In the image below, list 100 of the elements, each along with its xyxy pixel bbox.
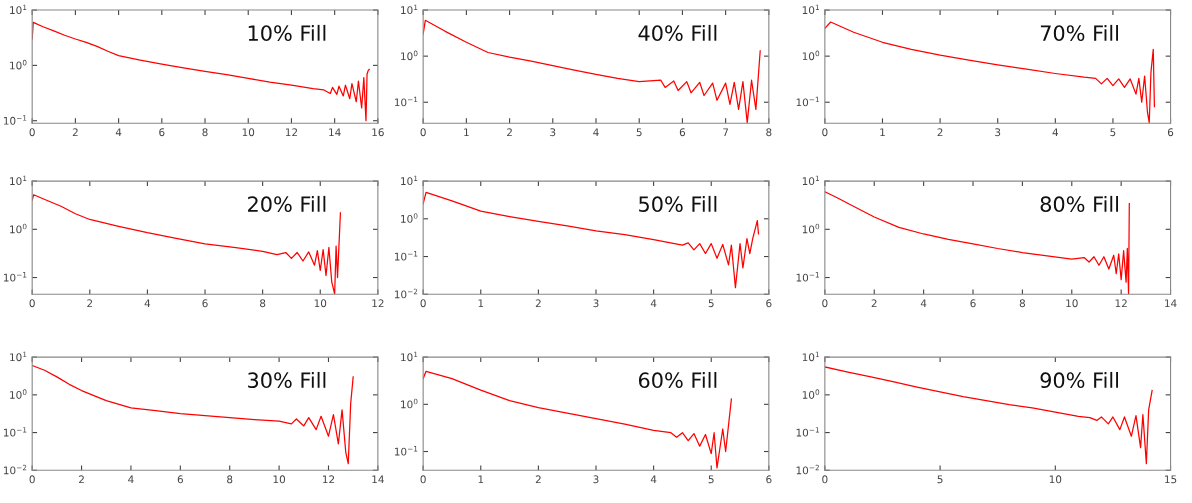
- x-tick-label: 10: [314, 299, 327, 308]
- y-tick-label: 10$^{−1}$: [394, 251, 418, 261]
- y-tick-label: 10$^{−2}$: [394, 288, 418, 299]
- y-tick-label: 10$^{1}$: [10, 4, 27, 15]
- x-tick-label: 6: [159, 128, 165, 137]
- x-tick-label: 14: [329, 128, 341, 137]
- x-tick-label: 4: [650, 299, 657, 308]
- x-tick-label: 1: [478, 475, 484, 484]
- x-tick-label: 7: [723, 128, 729, 137]
- y-tick-label: 10$^{−1}$: [3, 115, 27, 125]
- y-tick-label: 10$^{0}$: [10, 223, 27, 234]
- x-tick-label: 0: [420, 299, 426, 308]
- y-tick-label: 10$^{1}$: [802, 175, 819, 186]
- x-tick-label: 2: [937, 128, 943, 137]
- x-tick-label: 4: [593, 128, 599, 137]
- x-tick-label: 6: [970, 299, 976, 308]
- x-tick-label: 14: [1165, 299, 1177, 308]
- x-tick-label: 12: [323, 475, 335, 484]
- x-tick-label: 3: [593, 475, 599, 484]
- line-series: [32, 194, 342, 295]
- y-tick-label: 10$^{1}$: [401, 351, 418, 362]
- x-tick-label: 3: [593, 299, 599, 308]
- y-tick-label: 10$^{1}$: [10, 351, 27, 362]
- x-tick-label: 6: [177, 475, 183, 484]
- x-tick-label: 0: [822, 299, 828, 308]
- line-series: [824, 21, 1156, 124]
- x-tick-label: 0: [822, 128, 828, 137]
- x-tick-label: 1: [880, 128, 885, 137]
- x-tick-label: 4: [128, 475, 134, 484]
- x-tick-label: 2: [507, 128, 512, 137]
- x-tick-label: 5: [1110, 128, 1116, 137]
- annotation: 60% Fill: [638, 371, 717, 389]
- x-tick-label: 1: [464, 128, 469, 137]
- x-tick-label: 3: [550, 128, 556, 137]
- x-tick-label: 5: [937, 475, 943, 484]
- x-tick-label: 10: [273, 475, 286, 484]
- x-tick-label: 1: [478, 299, 484, 308]
- y-tick-label: 10$^{−2}$: [3, 464, 27, 475]
- y-tick-label: 10$^{1}$: [802, 4, 819, 15]
- x-tick-label: 2: [87, 299, 93, 308]
- y-tick-label: 10$^{1}$: [802, 351, 819, 362]
- y-tick-label: 10$^{−1}$: [796, 272, 819, 282]
- x-tick-label: 8: [1019, 299, 1025, 308]
- x-tick-label: 0: [29, 475, 35, 484]
- y-tick-label: 10$^{1}$: [10, 175, 27, 186]
- y-tick-label: 10$^{0}$: [401, 50, 418, 61]
- x-tick-label: 8: [766, 128, 772, 137]
- x-tick-label: 10: [1049, 475, 1062, 484]
- line-series: [824, 191, 1130, 295]
- x-tick-label: 2: [72, 128, 78, 137]
- annotation: 30% Fill: [248, 371, 326, 389]
- x-tick-label: 4: [115, 128, 122, 137]
- x-tick-label: 5: [708, 299, 714, 308]
- x-tick-label: 8: [227, 475, 233, 484]
- x-tick-label: 2: [535, 299, 541, 308]
- x-tick-label: 12: [1115, 299, 1127, 308]
- y-tick-label: 10$^{−2}$: [796, 464, 819, 475]
- y-tick-label: 10$^{−1}$: [394, 446, 418, 456]
- x-tick-label: 8: [260, 299, 266, 308]
- y-tick-label: 10$^{0}$: [401, 213, 418, 223]
- annotation: 80% Fill: [1040, 195, 1118, 213]
- y-tick-label: 10$^{0}$: [10, 59, 27, 70]
- x-tick-label: 15: [1165, 475, 1177, 484]
- y-tick-label: 10$^{−1}$: [796, 427, 819, 437]
- y-tick-label: 10$^{−1}$: [796, 96, 819, 107]
- line-series: [423, 370, 733, 469]
- x-tick-label: 4: [650, 475, 657, 484]
- x-tick-label: 16: [372, 128, 384, 137]
- x-tick-label: 10: [242, 128, 255, 137]
- x-tick-label: 2: [871, 299, 877, 308]
- y-tick-label: 10$^{−1}$: [3, 272, 27, 282]
- x-tick-label: 12: [372, 299, 384, 308]
- line-series: [32, 364, 354, 465]
- x-tick-label: 4: [1052, 128, 1059, 137]
- line-series: [824, 366, 1153, 465]
- x-tick-label: 0: [420, 475, 426, 484]
- line-series: [423, 19, 761, 124]
- x-tick-label: 0: [420, 128, 426, 137]
- annotation: 10% Fill: [248, 24, 326, 41]
- x-tick-label: 8: [202, 128, 208, 137]
- line-series: [32, 21, 370, 122]
- annotation: 70% Fill: [1040, 24, 1118, 41]
- x-tick-label: 0: [29, 128, 35, 137]
- x-tick-label: 0: [822, 475, 828, 484]
- line-series: [423, 191, 760, 289]
- y-tick-label: 10$^{0}$: [10, 389, 27, 399]
- x-tick-label: 4: [144, 299, 151, 308]
- x-tick-label: 6: [766, 475, 772, 484]
- x-tick-label: 14: [372, 475, 384, 484]
- x-tick-label: 12: [285, 128, 298, 137]
- x-tick-label: 4: [920, 299, 927, 308]
- x-tick-label: 2: [535, 475, 541, 484]
- y-tick-label: 10$^{1}$: [401, 4, 418, 15]
- x-tick-label: 6: [766, 299, 772, 308]
- x-tick-label: 3: [995, 128, 1001, 137]
- y-tick-label: 10$^{0}$: [401, 398, 418, 409]
- y-tick-label: 10$^{0}$: [802, 223, 820, 234]
- annotation: 90% Fill: [1040, 371, 1118, 389]
- x-tick-label: 5: [708, 475, 714, 484]
- x-tick-label: 10: [1066, 299, 1078, 308]
